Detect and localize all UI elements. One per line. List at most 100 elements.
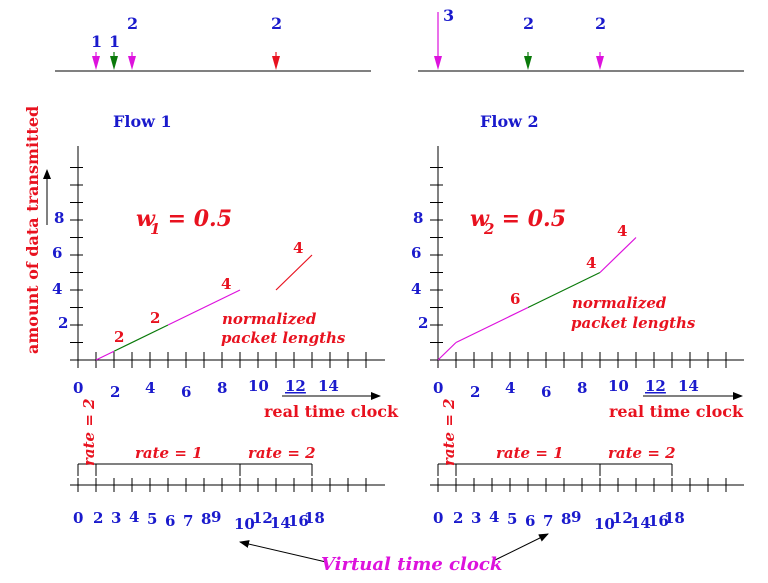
- flow1-virtual-tick-label: 14: [270, 514, 291, 532]
- flow2-virtual-tick-label: 7: [543, 512, 553, 530]
- flow2-xtick-8: 8: [577, 379, 587, 397]
- flow1-arrival-arrowhead-1: [92, 56, 100, 70]
- flow2-weight-subscript: 2: [483, 220, 494, 238]
- flow1-xtick-4: 4: [145, 379, 155, 397]
- flow1-arrival-label-3: 2: [127, 14, 138, 33]
- flow1-x-ticks: [77, 352, 367, 368]
- flow2-virtual-tick-label: 9: [571, 508, 581, 526]
- flow2-curve-segment-4: [599, 237, 637, 273]
- flow2-ytick-4: 4: [411, 280, 421, 298]
- flow1-arrival-arrowhead-2: [110, 56, 118, 70]
- flow1-rate-first: rate = 2: [80, 398, 98, 466]
- flow1-rate-brackets: [77, 463, 313, 476]
- flow2-curve-segment-3: [527, 271, 601, 309]
- flow2-ytick-6: 6: [411, 244, 421, 262]
- flow1-rate-last: rate = 2: [248, 444, 316, 462]
- flow2-arrival-arrowhead-1: [434, 56, 442, 70]
- virtual-clock-label: Virtual time clock: [321, 554, 502, 575]
- flow2-x-ticks: [437, 352, 727, 368]
- flow2-virtual-tick-label: 4: [489, 508, 499, 526]
- flow2-virtual-tick-label: 14: [630, 514, 651, 532]
- flow1-virtual-ticks: [77, 478, 367, 492]
- flow1-virtual-tick-label: 6: [165, 512, 175, 530]
- flow1-arrival-label-2: 1: [109, 32, 120, 51]
- flow1-virtual-tick-label: 18: [304, 509, 325, 527]
- flow2-rate-mid: rate = 1: [496, 444, 564, 462]
- flow1-virtual-tick-label: 5: [147, 510, 157, 528]
- flow2-virtual-ticks: [437, 478, 727, 492]
- flow1-virtual-tick-label: 0: [73, 509, 83, 527]
- flow1-y-ticks: [70, 167, 83, 361]
- flow1-xtick-8: 8: [217, 379, 227, 397]
- flow2-xtick-0: 0: [433, 379, 443, 397]
- flow2-normalized-label: normalized: [572, 294, 667, 312]
- flow1-arrival-arrowhead-4: [272, 56, 280, 70]
- flow1-virtual-tick-label: 8: [201, 510, 211, 528]
- flow1-normalized-label: normalized: [222, 310, 317, 328]
- flow2-virtual-tick-label: 5: [507, 510, 517, 528]
- flow2-arrival-label-1: 3: [443, 6, 454, 25]
- flow1-ytick-6: 6: [52, 244, 62, 262]
- flow1-weight-value: = 0.5: [160, 206, 232, 232]
- flow1-arrival-label-4: 2: [271, 14, 282, 33]
- flow1-xtick-14: 14: [318, 377, 339, 395]
- flow2-segment-label-2: 4: [586, 254, 596, 272]
- flow2-virtual-tick-label: 10: [594, 515, 615, 533]
- flow1-weight-symbol: w: [136, 206, 156, 232]
- flow2-arrival-arrowhead-2: [524, 56, 532, 70]
- flow2-virtual-tick-label: 2: [453, 509, 463, 527]
- flow1-virtual-tick-label: 10: [234, 515, 255, 533]
- arrival-arrows-flow2: 3 2 2: [434, 6, 606, 70]
- flow1-title: Flow 1: [113, 112, 172, 131]
- y-axis-label: amount of data transmitted: [23, 106, 42, 354]
- flow1-rate-mid: rate = 1: [135, 444, 203, 462]
- flow2-title: Flow 2: [480, 112, 539, 131]
- flow2-virtual-tick-label: 12: [612, 509, 633, 527]
- flow2-service-curve: [437, 237, 637, 361]
- flow2-packet-lengths-label: packet lengths: [571, 314, 696, 332]
- flow1-arrival-arrowhead-3: [128, 56, 136, 70]
- flow2-virtual-tick-label: 18: [664, 509, 685, 527]
- flow2-virtual-tick-label: 16: [648, 512, 669, 530]
- flow1-curve-segment-2: [113, 324, 169, 352]
- flow1-segment-label-2: 2: [150, 309, 160, 327]
- flow1-segment-label-4: 4: [293, 239, 303, 257]
- flow1-packet-lengths-label: packet lengths: [221, 329, 346, 347]
- flow2-xtick-4: 4: [505, 379, 515, 397]
- flow2-rate-last: rate = 2: [608, 444, 676, 462]
- flow2-weight-value: = 0.5: [494, 206, 566, 232]
- flow2-ytick-8: 8: [413, 209, 423, 227]
- virtual-clock-arrow-right: [492, 533, 549, 562]
- flow1-virtual-tick-label: 16: [288, 512, 309, 530]
- flow1-curve-segment-3: [167, 289, 241, 326]
- flow1-curve-segment-4: [275, 254, 313, 291]
- flow2-curve-segment-2: [455, 306, 529, 344]
- flow2-curve-segment-1: [437, 342, 457, 361]
- flow2-ytick-2: 2: [418, 314, 428, 332]
- arrival-arrows-flow1: 1 12 2: [91, 14, 282, 70]
- flow2-virtual-tick-label: 6: [525, 512, 535, 530]
- flow1-arrival-label-1: 1: [91, 32, 102, 51]
- flow2-y-ticks: [430, 167, 443, 361]
- flow2-rate-brackets: [437, 463, 673, 476]
- flow1-xtick-6: 6: [181, 383, 191, 401]
- flow2-arrival-label-2: 2: [523, 14, 534, 33]
- flow2-xtick-14: 14: [678, 377, 699, 395]
- flow2-xtick-12: 12: [645, 377, 666, 395]
- flow1-xtick-2: 2: [110, 383, 120, 401]
- flow1-x-axis-label: real time clock: [264, 402, 399, 421]
- flow1-virtual-tick-label: 12: [252, 509, 273, 527]
- flow2-segment-label-1: 6: [510, 290, 520, 308]
- flow2-arrival-label-3: 2: [595, 14, 606, 33]
- flow1-xtick-0: 0: [73, 379, 83, 397]
- virtual-clock-arrow-left: [239, 540, 327, 563]
- flow1-virtual-tick-label: 4: [129, 508, 139, 526]
- flow1-ytick-4: 4: [52, 280, 62, 298]
- flow2-virtual-tick-label: 0: [433, 509, 443, 527]
- flow1-virtual-tick-label: 3: [111, 509, 121, 527]
- flow1-virtual-tick-label: 2: [93, 509, 103, 527]
